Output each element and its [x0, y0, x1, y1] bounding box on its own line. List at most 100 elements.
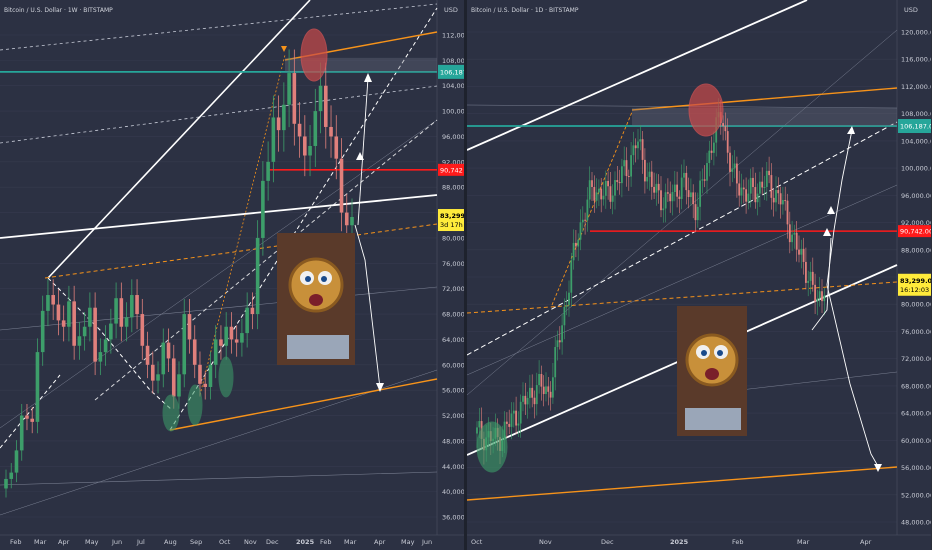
chart-title: Bitcoin / U.S. Dollar · 1W · BITSTAMP: [4, 7, 113, 14]
candle-body: [303, 136, 307, 156]
candle-body: [733, 163, 736, 169]
candle-body: [584, 219, 586, 221]
current-price-label: 83,299: [440, 212, 464, 220]
candle-body: [145, 345, 150, 365]
candle-body: [655, 183, 658, 193]
candle-body: [602, 195, 605, 200]
candle-body: [51, 295, 55, 305]
green-ellipse-marker: [187, 384, 203, 426]
candle-body: [506, 421, 508, 424]
price-axis-label: 52,000: [442, 412, 464, 420]
price-axis-label: 68,000.00: [901, 382, 931, 390]
red-level-label: 90,742: [440, 166, 463, 174]
candle-body: [627, 175, 630, 177]
candle-body: [552, 377, 554, 398]
candle-body: [696, 206, 699, 221]
green-ellipse-marker: [476, 421, 508, 473]
candle-body: [98, 352, 103, 362]
candle-body: [334, 136, 339, 159]
price-axis-label: 100,000: [442, 108, 464, 116]
candle-body: [621, 166, 623, 184]
candle-body: [729, 152, 731, 172]
candle-body: [515, 410, 517, 426]
candle-body: [229, 326, 234, 340]
chart-panel-daily[interactable]: Bitcoin / U.S. Dollar · 1D · BITSTAMP USD…: [467, 0, 931, 550]
time-axis-label: Mar: [797, 538, 810, 546]
candle-body: [623, 160, 626, 167]
meme-pupil: [305, 276, 311, 282]
candle-body: [114, 298, 118, 324]
candle-body: [308, 145, 312, 156]
candle-body: [150, 364, 155, 381]
price-axis-label: 88,000.00: [901, 246, 931, 254]
candle-body: [563, 306, 566, 326]
candle-body: [786, 200, 789, 225]
white-dashed-line: [467, 121, 898, 356]
candle-body: [690, 192, 692, 198]
time-axis-label: Oct: [219, 538, 231, 546]
price-axis-label: 96,000: [442, 133, 464, 141]
candle-body: [14, 450, 19, 473]
thin-diagonal-line-2: [0, 119, 438, 429]
weekly-chart-canvas[interactable]: Bitcoin / U.S. Dollar · 1W · BITSTAMP USD…: [0, 0, 464, 550]
white-support-line: [0, 194, 438, 239]
arrowhead: [823, 228, 831, 236]
panel-divider[interactable]: [464, 0, 467, 550]
candle-body: [570, 260, 573, 293]
candle-body: [708, 150, 711, 164]
time-axis-label: Apr: [58, 538, 70, 546]
candle-body: [240, 333, 244, 343]
candle-body: [784, 200, 787, 202]
candle-body: [540, 373, 543, 387]
time-axis-label: Apr: [860, 538, 872, 546]
meme-keyboard: [685, 408, 741, 430]
candle-body: [177, 374, 181, 397]
candle-body: [798, 249, 800, 255]
red-ellipse-marker: [688, 83, 724, 137]
candle-body: [777, 189, 780, 194]
chart-panel-weekly[interactable]: Bitcoin / U.S. Dollar · 1W · BITSTAMP USD…: [0, 0, 464, 550]
candle-body: [224, 326, 228, 346]
candle-body: [609, 186, 612, 202]
candle-body: [809, 271, 812, 281]
candle-body: [524, 395, 527, 405]
price-axis-label: 116,000.00: [901, 56, 931, 64]
candle-body: [287, 73, 291, 105]
price-axis-label: 120,000.00: [901, 29, 931, 37]
candle-body: [593, 186, 596, 201]
arrowhead: [827, 206, 835, 214]
projection-arrow-up: [826, 129, 853, 286]
candle-body: [823, 295, 826, 302]
candle-body: [565, 305, 568, 307]
candle-body: [531, 387, 534, 398]
arrowhead: [364, 73, 372, 82]
thin-diagonal-line: [0, 369, 438, 516]
candle-body: [255, 237, 260, 315]
candle-body: [156, 374, 160, 381]
candle-body: [476, 427, 478, 434]
candle-body: [740, 187, 743, 196]
price-axis-label: 64,000: [442, 336, 464, 344]
candle-body: [772, 197, 775, 203]
daily-chart-canvas[interactable]: Bitcoin / U.S. Dollar · 1D · BITSTAMP USD…: [467, 0, 931, 550]
time-axis-label: Mar: [34, 538, 47, 546]
candle-body: [526, 397, 529, 405]
thin-channel-line: [0, 286, 438, 331]
orange-support-line: [467, 466, 898, 501]
candle-body: [667, 192, 669, 194]
candle-body: [40, 310, 45, 353]
candle-body: [692, 192, 695, 205]
candle-body: [821, 291, 823, 302]
candle-body: [706, 163, 708, 181]
resistance-price-badge: [898, 119, 931, 134]
candle-body: [558, 340, 561, 343]
candle-body: [234, 339, 239, 343]
price-axis-label: 40,000: [442, 488, 464, 496]
price-axis-label: 88,000: [442, 184, 464, 192]
candle-body: [731, 168, 734, 172]
price-axis-label: 52,000.00: [901, 491, 931, 499]
candle-body: [276, 117, 281, 131]
candle-body: [807, 280, 810, 283]
price-axis-label: 56,000: [442, 387, 464, 395]
price-axis-label: 80,000.00: [901, 301, 931, 309]
